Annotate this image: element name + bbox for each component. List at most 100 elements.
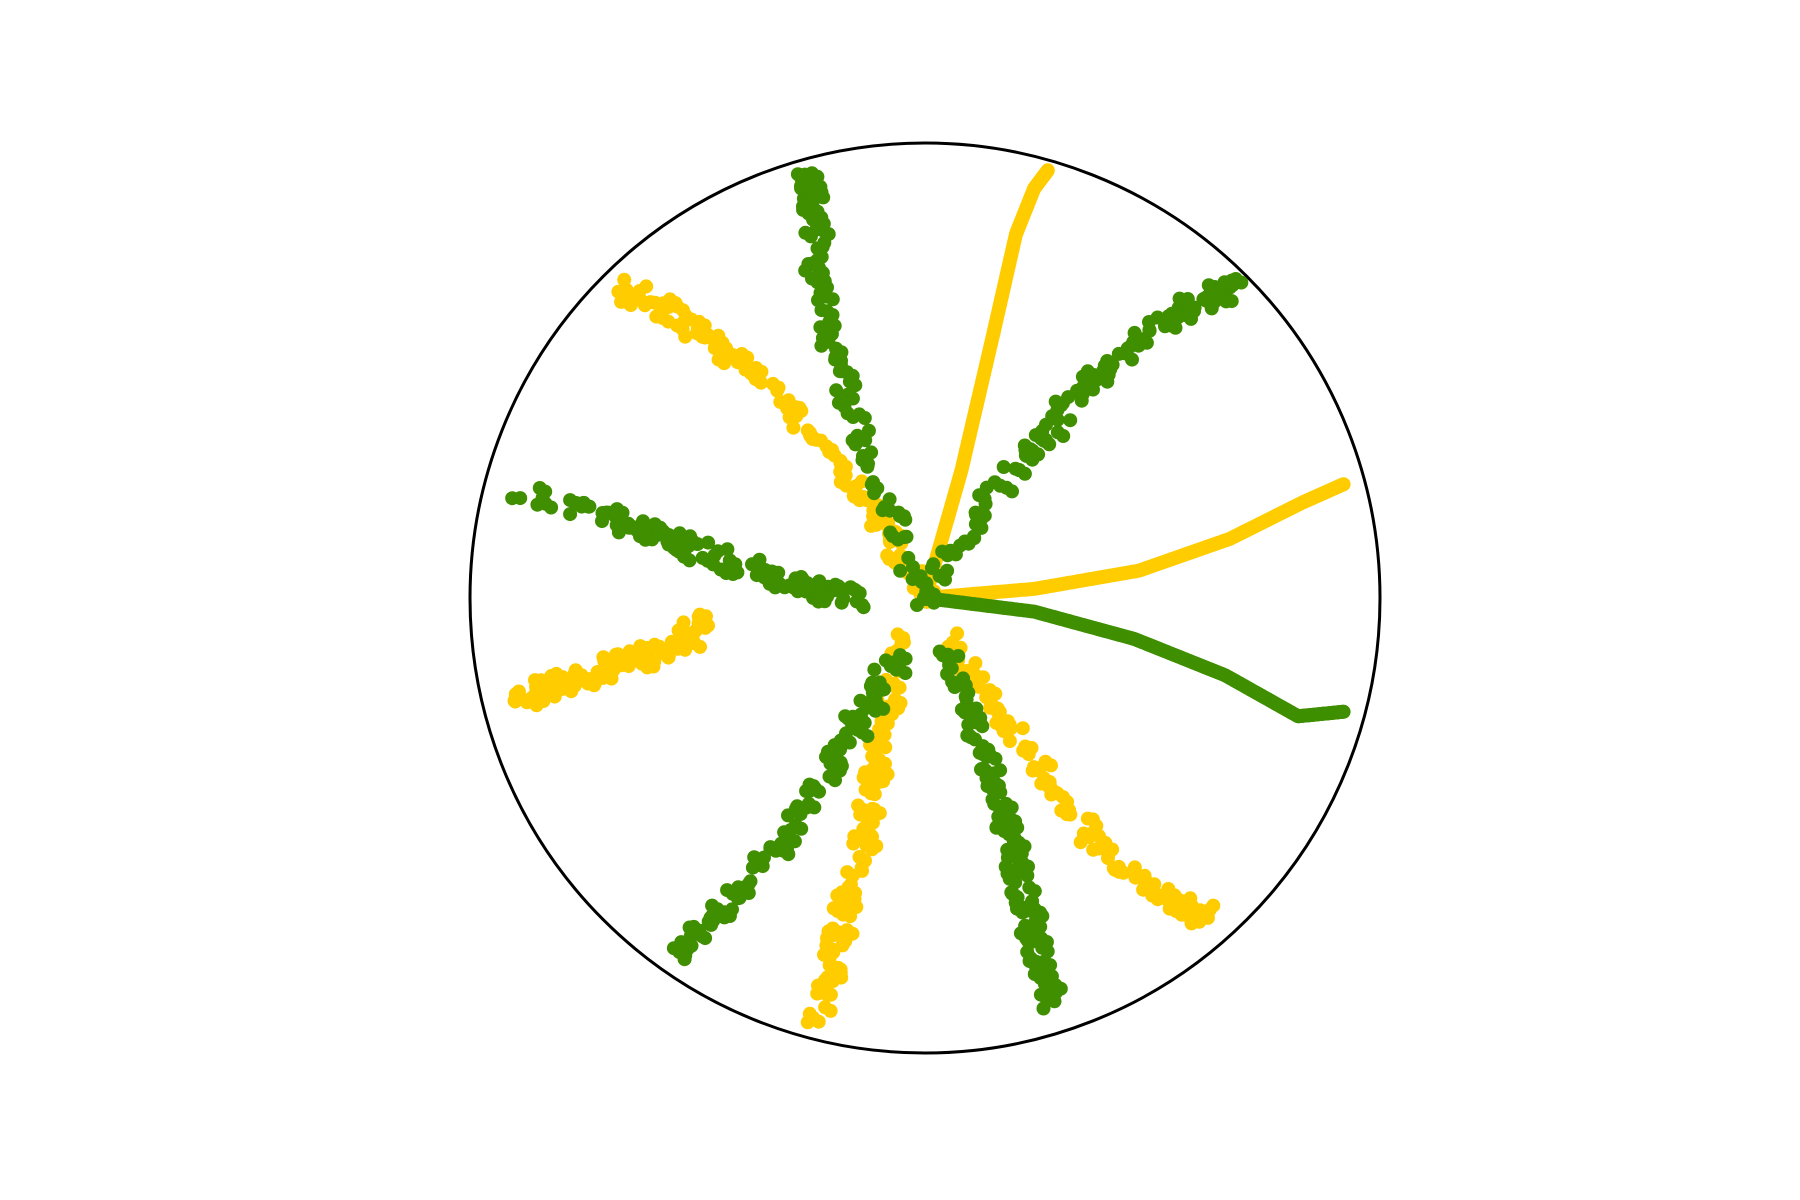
track-11-point bbox=[695, 550, 710, 565]
track-4-point bbox=[862, 783, 877, 798]
track-10-point bbox=[768, 843, 783, 858]
track-11-point bbox=[750, 561, 765, 575]
track-6-point bbox=[845, 391, 860, 406]
track-7-point bbox=[1031, 447, 1046, 462]
track-11-point bbox=[595, 514, 609, 529]
track-4-point bbox=[878, 740, 893, 755]
vertex-point bbox=[917, 590, 933, 606]
track-10-point bbox=[677, 952, 692, 967]
track-11-point bbox=[720, 542, 735, 557]
track-7-point bbox=[940, 563, 955, 578]
track-6-point bbox=[815, 239, 830, 254]
track-10-point bbox=[704, 917, 719, 932]
track-5-point bbox=[597, 654, 612, 669]
track-10-point bbox=[685, 923, 700, 938]
track-9-point bbox=[958, 689, 973, 704]
track-6-point bbox=[810, 169, 825, 184]
track-11-point bbox=[820, 589, 835, 604]
track-5-point bbox=[580, 673, 595, 688]
track-8-point bbox=[1336, 704, 1351, 719]
track-3-point bbox=[1063, 807, 1078, 822]
track-7-point bbox=[1039, 417, 1053, 432]
track-11-point bbox=[629, 522, 644, 537]
track-9-point bbox=[993, 763, 1008, 778]
track-11-point bbox=[563, 507, 578, 522]
track-6-point bbox=[913, 569, 928, 584]
track-10-point bbox=[898, 651, 913, 666]
track-9-point bbox=[944, 661, 959, 676]
track-7-point bbox=[1011, 463, 1026, 477]
track-11-point bbox=[701, 535, 716, 550]
track-11-point bbox=[505, 491, 520, 506]
track-3-point bbox=[1086, 842, 1101, 857]
track-2-point bbox=[744, 366, 758, 381]
track-4-point bbox=[877, 727, 892, 742]
track-2-point bbox=[639, 279, 654, 294]
track-10-point bbox=[743, 874, 758, 889]
track-3-point bbox=[988, 686, 1003, 701]
track-7-point bbox=[996, 460, 1011, 474]
track-10-point bbox=[695, 929, 710, 944]
track-2-point bbox=[668, 296, 683, 311]
chart-marks bbox=[468, 141, 1382, 1055]
track-11-point bbox=[855, 598, 870, 612]
track-6-point bbox=[866, 475, 880, 490]
track-7-point bbox=[1150, 310, 1165, 325]
track-6-point bbox=[855, 432, 870, 447]
track-2-point bbox=[697, 318, 712, 333]
track-6-point bbox=[829, 383, 844, 398]
track-7-point bbox=[926, 557, 941, 572]
track-2-point bbox=[754, 375, 768, 390]
track-7-point bbox=[1142, 322, 1157, 337]
track-2-point bbox=[661, 314, 676, 329]
track-5-point bbox=[520, 695, 534, 710]
track-3-point bbox=[1002, 734, 1017, 748]
track-4-point bbox=[811, 1014, 826, 1029]
track-2-point bbox=[802, 425, 817, 440]
track-11-point bbox=[834, 595, 849, 610]
track-9-point bbox=[947, 680, 962, 695]
track-2-point bbox=[885, 552, 900, 567]
track-4-point bbox=[843, 909, 858, 924]
track-2-point bbox=[838, 459, 853, 474]
track-6-point bbox=[882, 492, 897, 507]
track-6-point bbox=[825, 308, 840, 322]
track-10-point bbox=[781, 847, 796, 862]
track-7-point bbox=[1212, 289, 1227, 304]
track-4-point bbox=[872, 774, 887, 789]
track-3-point bbox=[1116, 865, 1131, 880]
track-3-point bbox=[972, 679, 987, 694]
track-11-point bbox=[544, 500, 559, 515]
track-4-point bbox=[856, 852, 871, 867]
track-4-point bbox=[856, 802, 871, 817]
track-7-point bbox=[1056, 429, 1071, 443]
track-9-point bbox=[975, 719, 990, 734]
track-4-point bbox=[865, 842, 879, 857]
track-6-point bbox=[834, 345, 849, 360]
track-11-point bbox=[653, 520, 668, 535]
track-3-point bbox=[1046, 784, 1061, 799]
track-6-point bbox=[821, 227, 836, 242]
track-4-point bbox=[847, 829, 862, 844]
track-7-point bbox=[948, 547, 963, 562]
track-2-point bbox=[617, 272, 632, 287]
track-5-point bbox=[693, 639, 707, 654]
track-4-point bbox=[812, 985, 827, 1000]
track-11-point bbox=[722, 553, 737, 568]
track-7-point bbox=[1063, 413, 1078, 428]
track-2-point bbox=[822, 444, 837, 459]
track-5-point bbox=[653, 641, 667, 656]
track-6-point bbox=[845, 368, 860, 383]
track-9-point bbox=[1021, 859, 1035, 874]
track-3-point bbox=[1101, 847, 1116, 862]
track-2-point bbox=[719, 348, 734, 363]
track-11-point bbox=[669, 542, 684, 557]
track-6-point bbox=[864, 445, 879, 460]
track-9-point bbox=[1047, 994, 1062, 1009]
track-11-point bbox=[719, 566, 734, 581]
track-6-point bbox=[897, 509, 911, 524]
track-3-point bbox=[996, 724, 1011, 738]
track-11-point bbox=[849, 583, 864, 598]
track-4-point bbox=[893, 696, 908, 710]
